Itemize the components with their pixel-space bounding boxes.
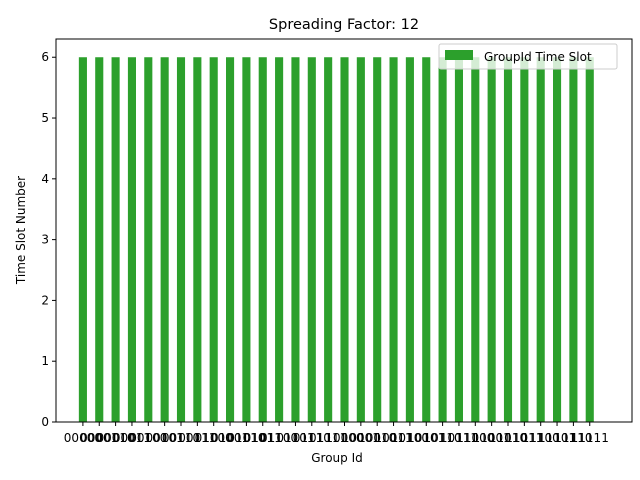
x-tick-label: 01101 <box>276 431 314 445</box>
plot-frame <box>55 38 633 423</box>
bar-10011 <box>389 57 398 423</box>
x-tick-label: 00001 <box>80 431 118 445</box>
x-tick-label: 10001 <box>342 431 380 445</box>
x-tick-label: 11111 <box>571 431 609 445</box>
x-tick-label: 00011 <box>113 431 151 445</box>
bar-10001 <box>356 57 365 423</box>
bar-11100 <box>536 57 545 423</box>
y-tick-label: 3 <box>41 233 49 247</box>
x-tick-label: 01100 <box>260 431 298 445</box>
bars-group <box>78 57 594 423</box>
bar-01000 <box>209 57 218 423</box>
x-tick-label: 10010 <box>358 431 396 445</box>
x-tick-label: 00111 <box>178 431 216 445</box>
x-tick-label: 10000 <box>325 431 363 445</box>
bar-10101 <box>422 57 431 423</box>
x-tick-label: 11100 <box>522 431 560 445</box>
x-tick-label: 00010 <box>97 431 135 445</box>
bar-00011 <box>127 57 136 423</box>
bar-11010 <box>503 57 513 423</box>
bar-00001 <box>95 57 104 423</box>
y-tick-label: 5 <box>41 111 49 125</box>
x-tick-label: 11110 <box>554 431 592 445</box>
x-tick-label: 01010 <box>227 431 265 445</box>
x-tick-label: 01011 <box>244 431 282 445</box>
legend-box <box>438 43 618 70</box>
x-tick-label: 11011 <box>505 431 543 445</box>
bar-01111 <box>324 57 333 423</box>
bar-01011 <box>258 57 267 423</box>
bar-11111 <box>585 57 594 423</box>
bar-10010 <box>373 57 382 423</box>
chart-title: Spreading Factor: 12 <box>269 17 419 33</box>
x-tick-label: 00100 <box>129 431 167 445</box>
x-tick-label: 10111 <box>440 431 478 445</box>
bar-11000 <box>471 57 480 423</box>
bar-00100 <box>144 57 153 423</box>
bar-00111 <box>193 57 202 423</box>
bar-01100 <box>275 57 284 423</box>
bar-00101 <box>160 57 169 423</box>
x-tick-label: 11000 <box>456 431 494 445</box>
bar-10110 <box>438 57 447 423</box>
x-tick-label: 00000 <box>64 431 102 445</box>
x-tick-label: 10101 <box>407 431 445 445</box>
bar-00000 <box>78 57 87 423</box>
x-axis-label: Group Id <box>311 451 363 465</box>
bar-10111 <box>454 57 463 423</box>
x-tick-label: 01110 <box>293 431 331 445</box>
bar-11110 <box>569 57 578 423</box>
bar-00010 <box>111 57 120 423</box>
y-tick-label: 2 <box>41 293 49 307</box>
y-axis-label: Time Slot Number <box>14 176 28 285</box>
x-tick-label: 10110 <box>424 431 462 445</box>
bar-11101 <box>553 57 562 423</box>
x-tick-label: 10100 <box>391 431 429 445</box>
bar-01101 <box>291 57 300 423</box>
bar-11011 <box>520 57 529 423</box>
bar-11001 <box>487 57 496 423</box>
x-tick-label: 11010 <box>489 431 527 445</box>
x-tick-label: 10011 <box>374 431 412 445</box>
x-tick-label: 01001 <box>211 431 249 445</box>
x-tick-label: 11001 <box>473 431 511 445</box>
legend: GroupId Time Slot <box>438 43 618 70</box>
y-tick-label: 6 <box>41 50 49 64</box>
bar-00110 <box>176 57 186 423</box>
x-tick-label: 00110 <box>162 431 200 445</box>
y-axis-ticks: 0 1 2 3 4 5 6 <box>41 50 56 429</box>
bar-01001 <box>226 57 235 423</box>
x-tick-label: 01000 <box>195 431 233 445</box>
x-axis-ticks: 0000000001000100001100100001010011000111… <box>64 422 609 445</box>
bar-10100 <box>405 57 414 423</box>
bar-01010 <box>242 57 251 423</box>
y-tick-label: 0 <box>41 415 49 429</box>
x-tick-label: 00101 <box>146 431 184 445</box>
x-tick-label: 01111 <box>309 431 347 445</box>
legend-label: GroupId Time Slot <box>484 50 592 64</box>
x-tick-label: 11101 <box>538 431 576 445</box>
bar-10000 <box>340 57 349 423</box>
y-tick-label: 1 <box>41 354 49 368</box>
y-tick-label: 4 <box>41 172 49 186</box>
bar-01110 <box>307 57 316 423</box>
legend-swatch <box>445 50 473 60</box>
